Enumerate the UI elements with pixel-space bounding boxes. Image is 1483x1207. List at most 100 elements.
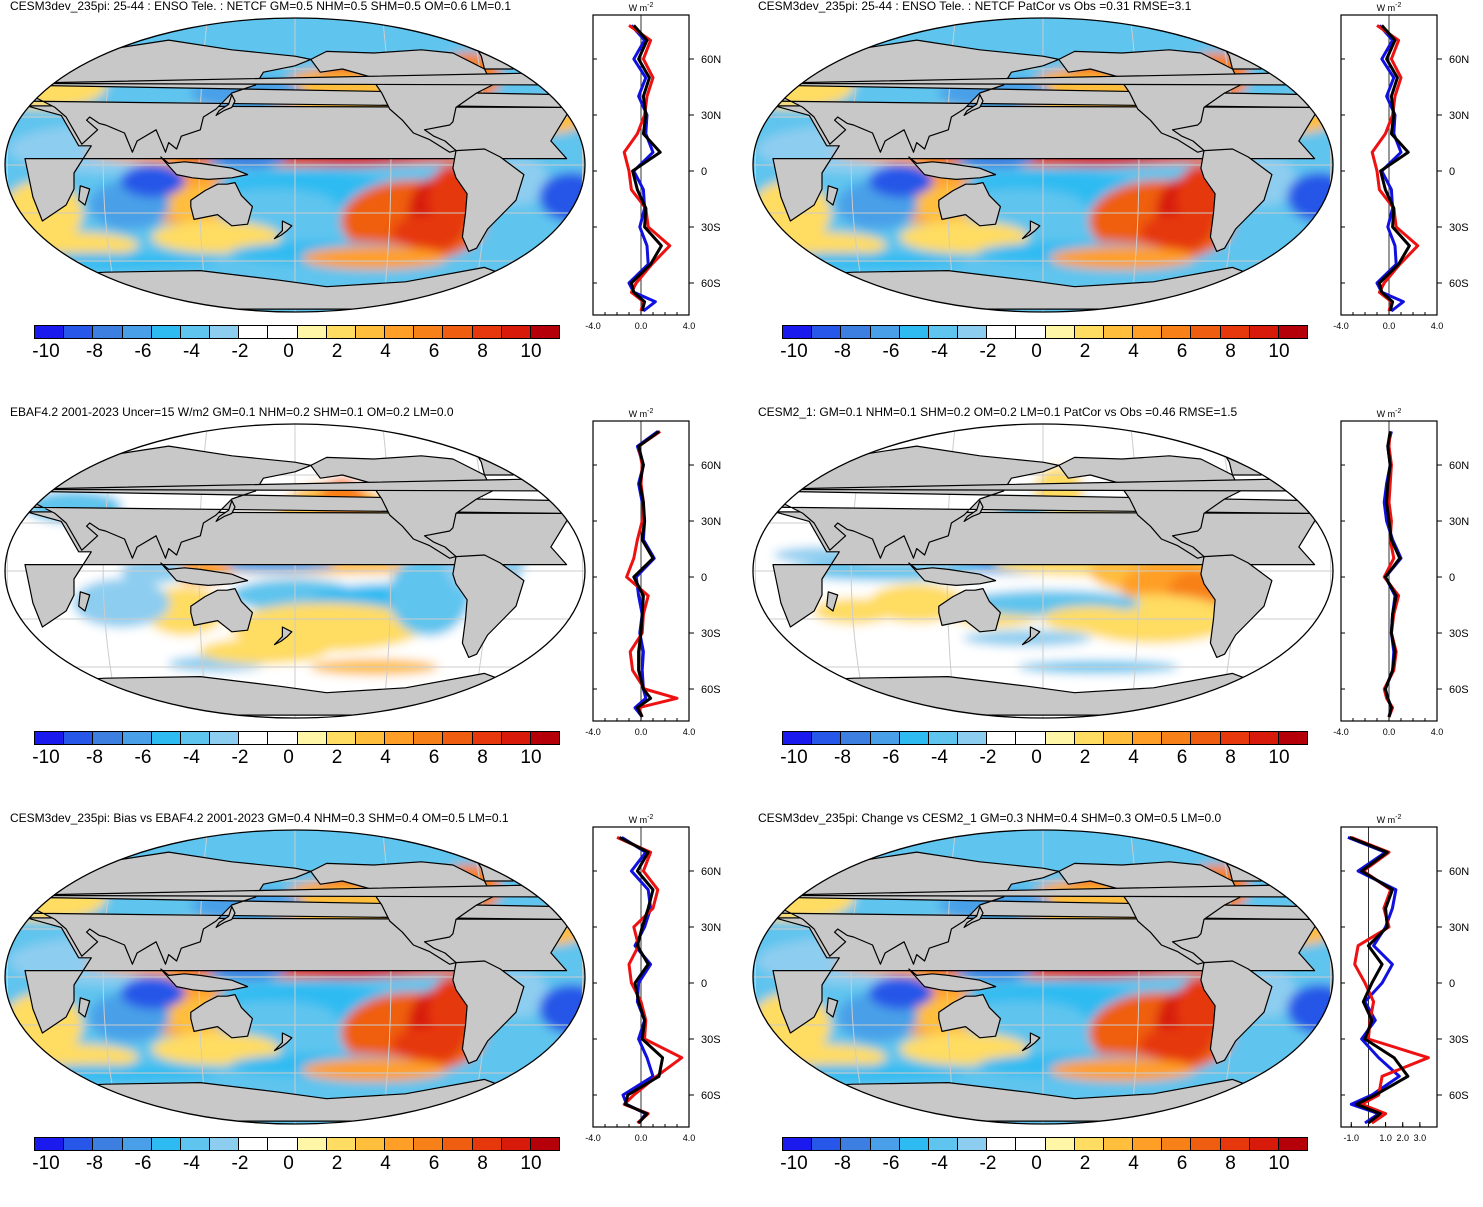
colorbar-tick-label: 6: [1176, 747, 1188, 768]
indonesia-landmass: [160, 968, 249, 992]
colorbar-swatch: [899, 732, 929, 744]
colorbar-swatch: [987, 732, 1017, 744]
colorbar-swatch: [812, 1138, 842, 1150]
colorbar-tick-label: 6: [1176, 341, 1188, 362]
profile-line-blue: [627, 24, 657, 313]
colorbar-swatch: [239, 1138, 269, 1150]
colorbar-swatch: [841, 326, 871, 338]
panel-middle-left: EBAF4.2 2001-2023 Uncer=15 W/m2 GM=0.1 N…: [0, 405, 740, 801]
profile-line-red: [622, 24, 672, 312]
profile-line-blue: [1375, 24, 1405, 313]
colorbar-labels: -10 -8 -6 -4 -2 0 2 4 6 8 10: [32, 747, 558, 769]
eurasia-landmass: [758, 39, 1312, 153]
eurasia-landmass: [10, 851, 564, 965]
new-zealand-landmass: [1021, 220, 1041, 240]
panel-bottom-left: CESM3dev_235pi: Bias vs EBAF4.2 2001-202…: [0, 811, 740, 1207]
eurasia-landmass: [758, 851, 1312, 965]
colorbar-swatch: [472, 326, 502, 338]
profile-line-red: [1370, 24, 1420, 312]
madagascar-landmass: [826, 185, 839, 206]
new-zealand-landmass: [273, 220, 293, 240]
colorbar-swatch: [501, 1138, 531, 1150]
colorbar-tick-label: -8: [86, 341, 103, 362]
colorbar-tick-label: -2: [979, 1153, 997, 1174]
map-border: [752, 829, 1334, 1125]
colorbar-swatch: [1249, 326, 1279, 338]
profile-units-label: W m-2: [629, 408, 654, 419]
anomaly-region: [868, 164, 934, 198]
profile-line-black: [618, 836, 665, 1125]
anomaly-region: [539, 172, 585, 222]
colorbar-swatch: [180, 732, 211, 744]
colorbar-tick-label: -2: [231, 747, 249, 768]
madagascar-landmass: [78, 185, 91, 206]
japan-landmass: [963, 906, 984, 928]
colorbar-swatch: [1220, 732, 1250, 744]
colorbar-tick-label: 2: [331, 341, 343, 362]
map-border: [4, 829, 586, 1125]
y-tick-label: 30S: [701, 222, 721, 234]
colorbar: [782, 325, 1308, 339]
colorbar-tick-label: -4: [931, 341, 948, 362]
colorbar-swatch: [958, 1138, 988, 1150]
zonal-mean-profile: W m-2 60N 30N 0 30S 60S -4.0 0.0 4.0: [583, 0, 721, 340]
colorbar-labels: -10 -8 -6 -4 -2 0 2 4 6 8 10: [32, 341, 558, 363]
anomaly-region: [868, 976, 934, 1010]
colorbar-swatch: [385, 326, 415, 338]
colorbar-swatch: [1191, 1138, 1221, 1150]
anomaly-region: [1049, 1058, 1195, 1082]
colorbar-swatch: [958, 326, 988, 338]
colorbar-tick-label: -6: [134, 341, 152, 362]
colorbar-swatch: [1103, 326, 1134, 338]
y-tick-label: 30S: [1449, 222, 1469, 234]
y-tick-label: 60N: [1449, 54, 1469, 66]
australia-landmass: [190, 182, 253, 227]
colorbar-swatch: [35, 732, 65, 744]
panel-title: CESM2_1: GM=0.1 NHM=0.1 SHM=0.2 OM=0.2 L…: [758, 405, 1238, 419]
colorbar-swatch: [385, 732, 415, 744]
panel-title: CESM3dev_235pi: Change vs CESM2_1 GM=0.3…: [758, 811, 1222, 825]
colorbar-tick-label: 4: [1128, 341, 1139, 362]
colorbar-tick-label: 8: [1225, 1153, 1236, 1174]
colorbar-swatch: [210, 326, 240, 338]
colorbar-tick-label: 6: [428, 747, 440, 768]
map-border: [4, 423, 586, 719]
x-tick-label: -4.0: [585, 1133, 601, 1143]
colorbar-swatch: [870, 732, 900, 744]
y-tick-label: 30S: [701, 1034, 721, 1046]
y-tick-label: 30N: [701, 110, 721, 122]
colorbar-swatch: [239, 732, 269, 744]
colorbar-swatch: [239, 326, 269, 338]
colorbar-tick-label: 4: [1128, 747, 1139, 768]
panel-title: CESM3dev_235pi: Bias vs EBAF4.2 2001-202…: [10, 811, 509, 825]
colorbar-swatch: [1133, 326, 1163, 338]
colorbar-swatch: [443, 1138, 473, 1150]
x-tick-label: 1.0: [1379, 1133, 1392, 1143]
y-tick-label: 60N: [1449, 460, 1469, 472]
colorbar-swatch: [1074, 1138, 1104, 1150]
colorbar-labels: -10 -8 -6 -4 -2 0 2 4 6 8 10: [780, 341, 1306, 363]
japan-landmass: [215, 94, 236, 116]
indonesia-landmass: [908, 968, 997, 992]
colorbar-swatch: [1103, 1138, 1134, 1150]
map-border: [4, 17, 586, 313]
y-tick-label: 60N: [701, 866, 721, 878]
x-tick-label: 4.0: [683, 1133, 696, 1143]
y-tick-label: 0: [701, 166, 707, 178]
profile-line-red: [1350, 836, 1430, 1125]
colorbar-tick-label: 2: [1079, 747, 1091, 768]
colorbar-tick-label: 6: [1176, 1153, 1188, 1174]
colorbar-swatch: [1278, 732, 1308, 744]
profile-line-black: [1377, 24, 1411, 312]
colorbar-tick-label: -4: [931, 747, 948, 768]
colorbar-swatch: [870, 326, 900, 338]
colorbar-tick-label: 0: [283, 341, 294, 362]
anomaly-region: [120, 976, 186, 1010]
colorbar-swatch: [899, 326, 929, 338]
new-zealand-landmass: [1021, 626, 1041, 646]
profile-line-red: [625, 430, 679, 718]
colorbar-swatch: [268, 1138, 298, 1150]
profile-line-black: [1349, 836, 1410, 1125]
zonal-mean-profile: W m-2 60N 30N 0 30S 60S -4.0 0.0 4.0: [583, 406, 721, 746]
anomaly-region: [151, 220, 281, 254]
